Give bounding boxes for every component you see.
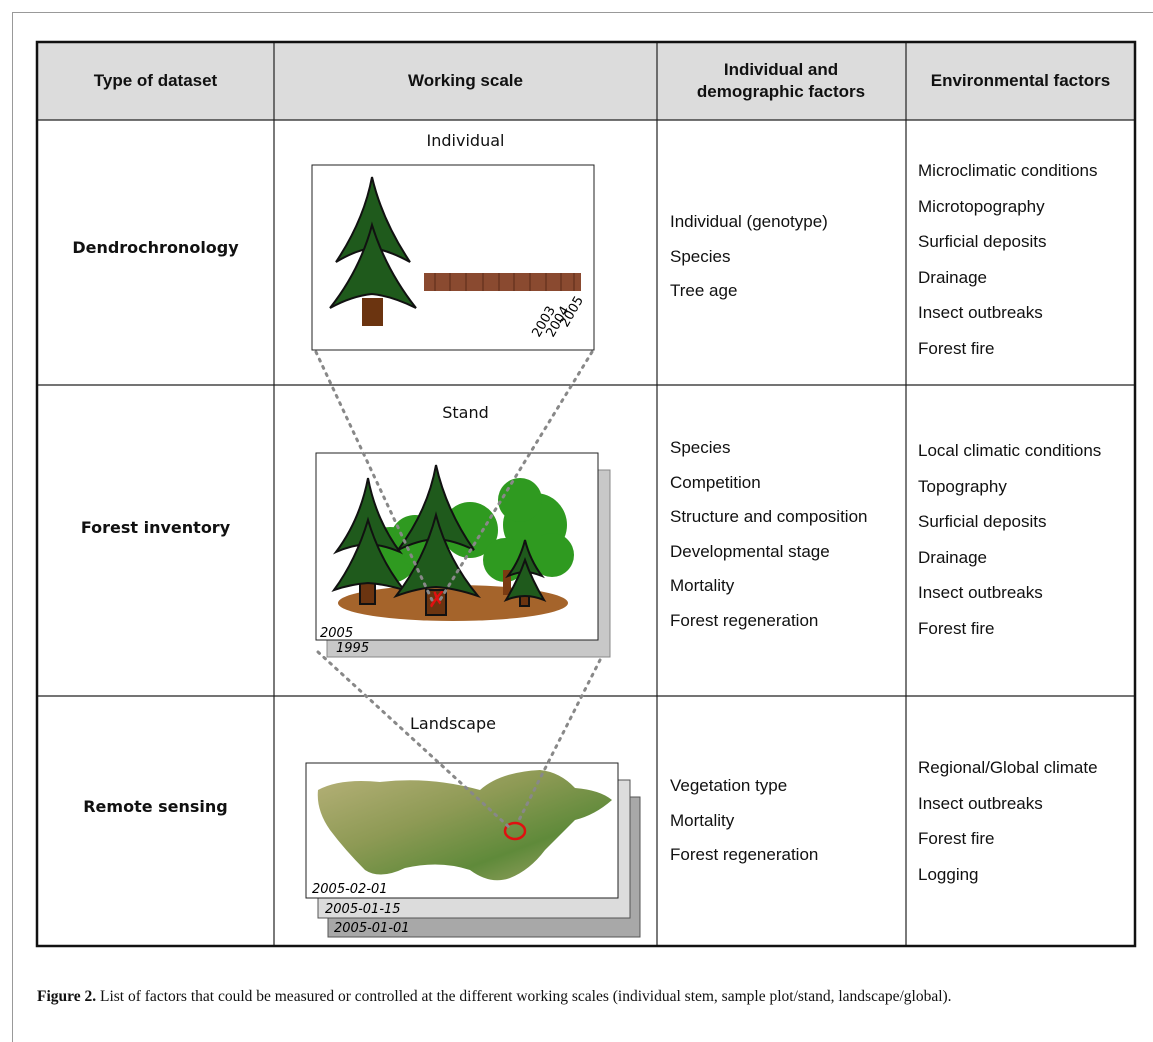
factor-item: Drainage — [918, 547, 987, 567]
factor-item: Structure and composition — [670, 507, 868, 526]
factor-item: Mortality — [670, 576, 735, 595]
dead-tree-mark: ✗ — [428, 588, 446, 613]
factor-item: Forest fire — [918, 338, 995, 358]
dataset-label: Remote sensing — [83, 797, 228, 816]
factor-item: Insect outbreaks — [918, 793, 1043, 813]
factor-item: Species — [670, 438, 731, 457]
dataset-label: Dendrochronology — [72, 238, 239, 257]
factor-item: Forest fire — [918, 829, 995, 848]
factor-item: Vegetation type — [670, 776, 788, 795]
pine-trees — [331, 464, 547, 616]
factor-item: Developmental stage — [670, 541, 830, 561]
factor-item: Topography — [918, 476, 1007, 496]
factor-item: Microtopography — [918, 196, 1045, 216]
factor-item: Individual (genotype) — [670, 212, 828, 231]
broadleaf-trees — [362, 478, 574, 595]
factor-item: Tree age — [670, 281, 738, 300]
factor-item: Logging — [918, 864, 979, 884]
pine-tree — [329, 176, 417, 326]
factor-item: Competition — [670, 472, 761, 492]
column-header: Working scale — [408, 71, 523, 90]
caption-label: Figure 2. — [37, 988, 97, 1005]
caption: Figure 2. List of factors that could be … — [37, 986, 1127, 1007]
date-label: 2005-01-01 — [334, 921, 410, 936]
factor-item: Insect outbreaks — [918, 303, 1043, 322]
header-bg — [37, 42, 1135, 120]
factor-item: Forest regeneration — [670, 610, 819, 630]
column-header: Individual and demographic factors — [696, 60, 866, 101]
caption-text: List of factors that could be measured o… — [100, 988, 952, 1005]
ring-lines — [434, 273, 575, 291]
factor-item: Microclimatic conditions — [918, 161, 1098, 180]
date-label: 2005-01-15 — [325, 902, 401, 917]
scale-label: Individual — [426, 131, 505, 150]
factor-item: Forest regeneration — [670, 845, 819, 864]
factor-item: Mortality — [670, 810, 735, 830]
factor-item: Regional/Global climate — [918, 758, 1098, 777]
tree-rings — [424, 273, 581, 291]
factor-item: Drainage — [918, 267, 987, 287]
factor-item: Surficial deposits — [918, 232, 1047, 251]
panel — [311, 164, 595, 351]
factor-item: Surficial deposits — [918, 512, 1047, 531]
dataset-label: Forest inventory — [80, 518, 231, 537]
scale-label: Landscape — [410, 714, 496, 733]
region-marker — [503, 821, 527, 841]
factor-item: Insect outbreaks — [918, 583, 1043, 602]
map — [317, 770, 612, 881]
table-border — [35, 40, 1137, 948]
table-grid — [37, 42, 1135, 946]
page-frame — [12, 12, 1153, 1042]
factor-item: Local climatic conditions — [918, 441, 1102, 460]
factor-item: Forest fire — [918, 618, 995, 638]
column-header: Environmental factors — [930, 71, 1111, 90]
scale-label: Stand — [442, 403, 489, 422]
date-label: 2005-02-01 — [312, 882, 388, 897]
year-label: 1995 — [336, 641, 369, 656]
factor-item: Species — [670, 246, 731, 266]
year-label: 2005 — [320, 626, 353, 641]
column-header: Type of dataset — [93, 71, 218, 90]
zoom-lines — [314, 350, 602, 830]
